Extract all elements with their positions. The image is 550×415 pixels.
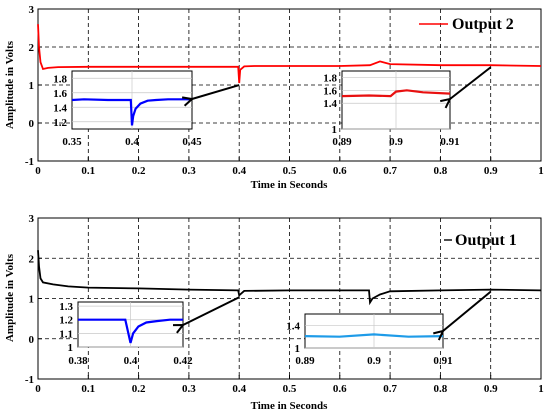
y-tick-label: 3 xyxy=(29,213,35,225)
inset-y-tick-label: 1 xyxy=(332,124,338,136)
x-tick-label: 0 xyxy=(35,383,41,395)
y-tick-label: -1 xyxy=(25,156,34,168)
x-tick-label: 0.6 xyxy=(333,165,347,177)
inset-1: 0.38 0.4 0.42 1.3 1.21.1 1 xyxy=(59,296,240,367)
x-tick-label: 0.4 xyxy=(232,383,246,395)
zoom-arrow-head xyxy=(433,329,445,341)
inset-x-tick-label: 0.91 xyxy=(440,136,459,148)
inset-x-tick-label: 0.4 xyxy=(125,136,139,148)
x-tick-label: 0.8 xyxy=(434,165,448,177)
y-tick-label: 2 xyxy=(29,253,35,265)
inset-2: 0.89 0.9 0.91 1.4 1 xyxy=(286,290,492,367)
y-tick-label: 3 xyxy=(29,4,35,16)
legend: Output 2 xyxy=(419,16,514,33)
x-tick-label: 0.7 xyxy=(383,383,397,395)
inset-x-tick-label: 0.9 xyxy=(367,355,381,367)
zoom-insets: 0.35 0.4 0.451.81.61.41.20.89 0.9 0.911.81.6… xyxy=(53,66,492,148)
y-tick-label: 1 xyxy=(29,80,35,92)
x-tick-label: 0.1 xyxy=(81,383,95,395)
inset-y-tick-label: 1.4 xyxy=(286,320,300,332)
inset-y-tick-label: 1 xyxy=(68,342,74,354)
inset-y-tick-label: 1.1 xyxy=(59,328,73,340)
x-tick-label: 0.1 xyxy=(81,165,95,177)
x-tick-label: 0.9 xyxy=(484,383,498,395)
inset-y-tick-label: 1.4 xyxy=(53,102,67,114)
inset-x-tick-label: 0.42 xyxy=(173,355,193,367)
zoom-arrow xyxy=(182,296,240,326)
inset-y-tick-label: 1 xyxy=(295,343,301,355)
inset-y-tick-label: 1.2 xyxy=(53,117,67,129)
y-axis-label: Amplitude in Volts xyxy=(4,253,16,342)
inset-x-tick-label: 0.89 xyxy=(295,355,315,367)
x-tick-label: 0.6 xyxy=(333,383,347,395)
inset-2: 0.89 0.9 0.91 1.81.61.4 1 xyxy=(323,66,492,148)
y-tick-label: 2 xyxy=(29,42,35,54)
inset-x-tick-label: 0.45 xyxy=(182,136,202,148)
inset-y-tick-label: 1.2 xyxy=(59,315,73,327)
inset-series-line xyxy=(71,98,192,126)
zoom-arrow-head xyxy=(181,96,195,107)
x-axis-label: Time in Seconds xyxy=(251,400,329,412)
x-tick-label: 0.3 xyxy=(182,165,196,177)
inset-series-line xyxy=(341,89,451,98)
inset-x-tick-label: 0.35 xyxy=(62,136,82,148)
x-tick-label: 0.3 xyxy=(182,383,196,395)
zoom-arrow xyxy=(442,290,492,332)
inset-series-line xyxy=(78,318,183,344)
inset-y-tick-label: 1.6 xyxy=(323,85,337,97)
x-tick-label: 1 xyxy=(538,165,544,177)
inset-y-tick-label: 1.8 xyxy=(323,72,337,84)
legend: Output 1 xyxy=(444,232,517,249)
zoom-insets: 0.38 0.4 0.421.31.21.110.89 0.9 0.911.41 xyxy=(59,290,492,367)
legend-label-output-2: Output 2 xyxy=(452,16,514,33)
zoom-arrow xyxy=(449,66,492,100)
inset-y-tick-label: 1.6 xyxy=(53,88,67,100)
inset-x-tick-label: 0.4 xyxy=(124,355,138,367)
inset-1: 0.35 0.4 0.45 1.8 1.6 1.4 1.2 xyxy=(53,70,240,148)
inset-y-tick-label: 1.8 xyxy=(53,73,67,85)
y-tick-label: -1 xyxy=(25,374,34,386)
gridlines xyxy=(38,9,541,161)
inset-y-tick-label: 1.3 xyxy=(59,301,73,313)
inset-x-tick-label: 0.9 xyxy=(389,136,403,148)
series-line-output-2 xyxy=(37,24,542,84)
x-tick-label: 0.5 xyxy=(283,383,297,395)
x-tick-label: 0.7 xyxy=(383,165,397,177)
x-tick-label: 0.8 xyxy=(434,383,448,395)
legend-label-output-1: Output 1 xyxy=(455,232,517,249)
inset-x-tick-label: 0.89 xyxy=(332,136,352,148)
x-tick-label: 0.4 xyxy=(232,165,246,177)
inset-x-tick-label: 0.91 xyxy=(433,355,452,367)
zoom-arrow-head xyxy=(440,97,452,109)
series-line-output-1 xyxy=(37,250,542,306)
inset-y-tick-label: 1.4 xyxy=(323,98,337,110)
y-tick-label: 0 xyxy=(29,118,35,130)
y-axis-label: Amplitude in Volts xyxy=(4,40,16,129)
y-tick-label: 1 xyxy=(29,294,35,306)
inset-x-tick-label: 0.38 xyxy=(68,355,88,367)
gridlines xyxy=(38,218,541,379)
inset-series-line xyxy=(304,333,444,338)
x-tick-label: 0.2 xyxy=(132,165,146,177)
x-tick-label: 1 xyxy=(538,383,544,395)
x-tick-label: 0.9 xyxy=(484,165,498,177)
zoom-arrow xyxy=(191,84,240,100)
x-axis-label: Time in Seconds xyxy=(251,179,329,191)
zoom-arrow-head xyxy=(172,323,186,334)
y-tick-label: 0 xyxy=(29,334,35,346)
x-tick-label: 0.2 xyxy=(132,383,146,395)
x-tick-label: 0.5 xyxy=(283,165,297,177)
x-tick-label: 0 xyxy=(35,165,41,177)
